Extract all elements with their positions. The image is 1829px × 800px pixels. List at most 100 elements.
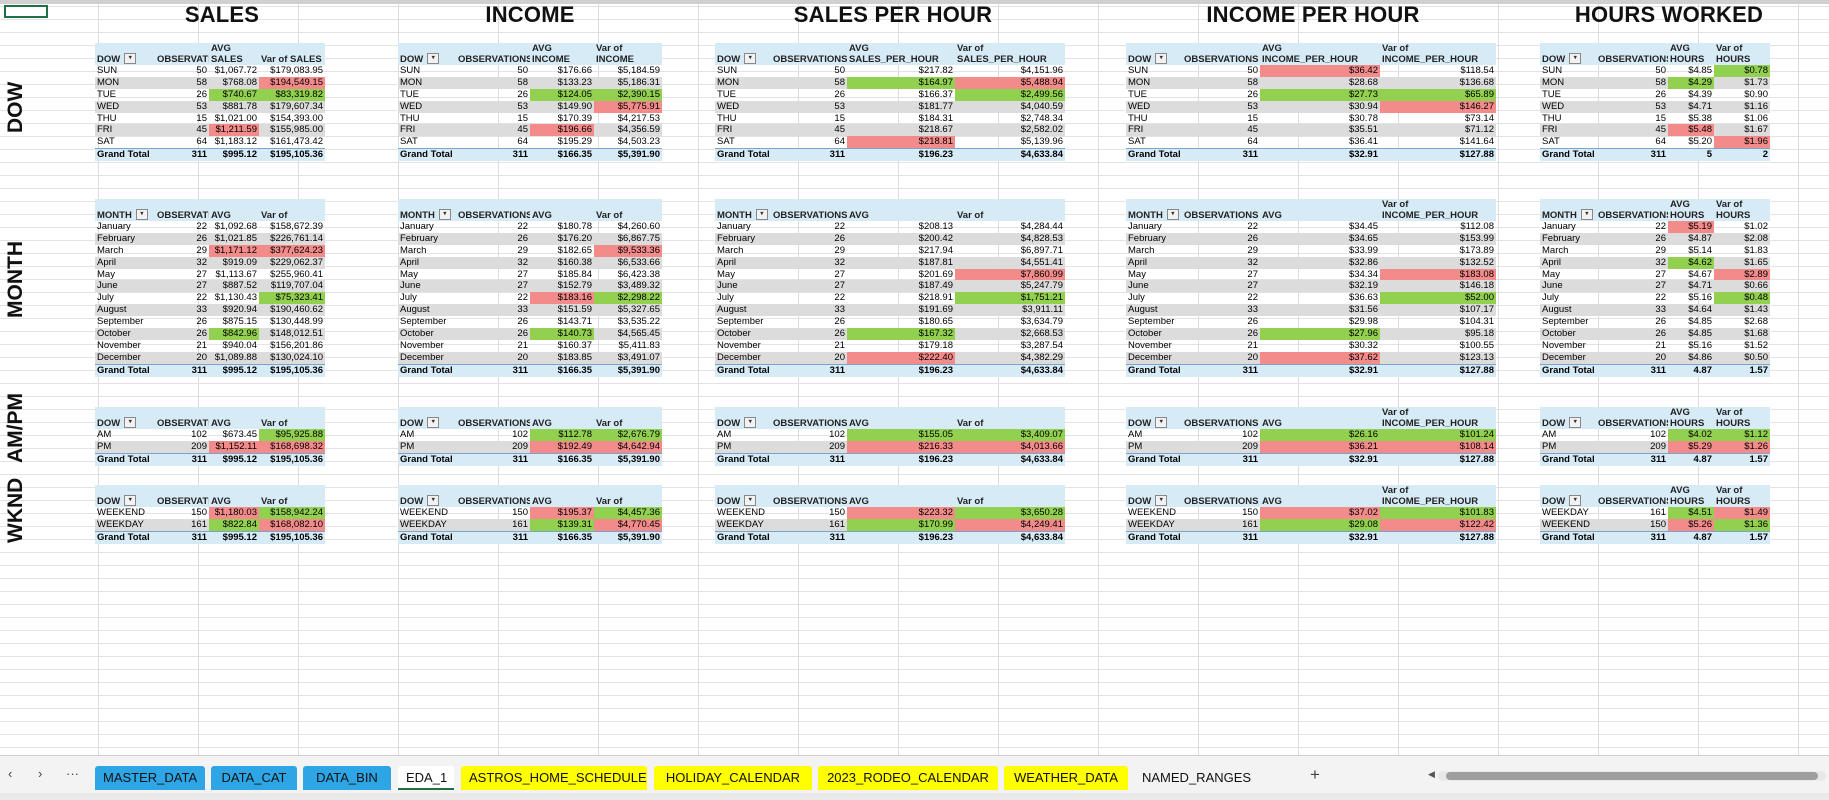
- pivot-header-cell[interactable]: DOW: [97, 54, 121, 65]
- pivot-cell[interactable]: August: [1128, 304, 1158, 316]
- grand-total-cell[interactable]: 311: [1242, 364, 1258, 376]
- pivot-cell[interactable]: $1.36: [1714, 518, 1770, 531]
- pivot-cell[interactable]: $1,171.12: [209, 244, 259, 257]
- pivot-cell[interactable]: December: [1128, 351, 1172, 363]
- pivot-header-cell[interactable]: MONTH: [97, 210, 132, 221]
- pivot-cell[interactable]: 53: [517, 100, 528, 112]
- pivot-cell[interactable]: September: [1128, 316, 1175, 328]
- pivot-cell[interactable]: $181.77: [918, 100, 953, 112]
- pivot-cell[interactable]: $148,012.51: [270, 328, 323, 340]
- pivot-cell[interactable]: 209: [1650, 440, 1666, 452]
- pivot-cell[interactable]: $0.48: [1714, 292, 1770, 305]
- pivot-cell[interactable]: $1.49: [1714, 507, 1770, 519]
- pivot-cell[interactable]: $1,130.43: [214, 292, 257, 304]
- sheet-tab[interactable]: 2023_RODEO_CALENDAR: [818, 766, 998, 790]
- pivot-cell[interactable]: 26: [1247, 328, 1258, 340]
- pivot-cell[interactable]: $101.24: [1380, 429, 1496, 441]
- pivot-cell[interactable]: $32.19: [1348, 280, 1378, 292]
- pivot-cell[interactable]: $36.63: [1348, 292, 1378, 304]
- pivot-cell[interactable]: $1.16: [1744, 100, 1768, 112]
- pivot-cell[interactable]: $4.71: [1688, 280, 1712, 292]
- pivot-field-filter[interactable]: DOW ▾: [398, 43, 456, 65]
- pivot-cell[interactable]: $1.65: [1744, 256, 1768, 268]
- pivot-cell[interactable]: $83,319.82: [259, 88, 325, 101]
- pivot-cell[interactable]: 50: [834, 65, 845, 76]
- pivot-field-filter[interactable]: MONTH ▾: [95, 199, 155, 221]
- pivot-cell[interactable]: $5,775.91: [594, 100, 662, 113]
- pivot-cell[interactable]: $0.78: [1714, 65, 1770, 77]
- pivot-cell[interactable]: PM: [400, 440, 415, 452]
- pivot-cell[interactable]: $27.73: [1260, 88, 1380, 101]
- filter-dropdown-icon[interactable]: ▾: [135, 209, 148, 220]
- pivot-cell[interactable]: $170.39: [557, 112, 592, 124]
- pivot-cell[interactable]: $9,533.36: [594, 244, 662, 257]
- pivot-cell[interactable]: 53: [196, 100, 207, 112]
- grand-total-cell[interactable]: 4.87: [1693, 364, 1713, 376]
- pivot-cell[interactable]: 26: [196, 328, 207, 340]
- pivot-cell[interactable]: $5.29: [1668, 440, 1714, 453]
- pivot-cell[interactable]: $187.49: [918, 280, 953, 292]
- pivot-cell[interactable]: 26: [196, 88, 207, 100]
- pivot-cell[interactable]: $164.97: [847, 76, 955, 89]
- grand-total-cell[interactable]: 311: [512, 364, 528, 376]
- pivot-cell[interactable]: $32.86: [1348, 256, 1378, 268]
- pivot-table[interactable]: DOW ▾ OBSERVATIONS AVG Var of AM 102 $112.78 $2,…: [398, 407, 662, 466]
- pivot-cell[interactable]: 209: [191, 440, 207, 452]
- filter-dropdown-icon[interactable]: ▾: [1580, 209, 1593, 220]
- pivot-cell[interactable]: June: [1542, 280, 1563, 292]
- pivot-cell[interactable]: WED: [400, 100, 423, 112]
- pivot-cell[interactable]: $4,642.94: [594, 440, 662, 453]
- pivot-cell[interactable]: $31.56: [1348, 304, 1378, 316]
- pivot-cell[interactable]: $4,284.44: [1020, 221, 1063, 232]
- pivot-cell[interactable]: $5.19: [1668, 221, 1714, 233]
- pivot-cell[interactable]: April: [400, 256, 420, 268]
- pivot-cell[interactable]: WEEKDAY: [97, 518, 144, 530]
- pivot-cell[interactable]: $4,457.36: [594, 507, 662, 519]
- pivot-cell[interactable]: May: [97, 268, 115, 280]
- pivot-cell[interactable]: $179.18: [918, 339, 953, 351]
- pivot-table[interactable]: MONTH ▾ OBSERVATIONS AVG Var of INCOME_PER_H…: [1126, 199, 1496, 377]
- pivot-cell[interactable]: $4.85: [1688, 328, 1712, 340]
- pivot-cell[interactable]: 32: [1247, 256, 1258, 268]
- grand-total-cell[interactable]: 1.57: [1749, 531, 1769, 543]
- pivot-cell[interactable]: August: [1542, 304, 1572, 316]
- pivot-cell[interactable]: 26: [834, 316, 845, 328]
- pivot-cell[interactable]: 27: [834, 280, 845, 292]
- pivot-cell[interactable]: SUN: [1128, 65, 1149, 76]
- pivot-cell[interactable]: 161: [512, 518, 528, 530]
- pivot-cell[interactable]: 29: [1247, 244, 1258, 256]
- pivot-cell[interactable]: $2.68: [1744, 316, 1768, 328]
- pivot-cell[interactable]: January: [1128, 221, 1162, 232]
- pivot-cell[interactable]: $4.87: [1688, 232, 1712, 244]
- grand-total-cell[interactable]: Grand Total: [1542, 149, 1595, 161]
- pivot-cell[interactable]: THU: [97, 112, 117, 124]
- pivot-cell[interactable]: $73.14: [1464, 112, 1494, 124]
- pivot-cell[interactable]: $123.13: [1459, 351, 1494, 363]
- filter-dropdown-icon[interactable]: ▾: [1569, 417, 1582, 428]
- pivot-cell[interactable]: $95,925.88: [259, 429, 325, 441]
- pivot-cell[interactable]: $160.38: [557, 256, 592, 268]
- pivot-cell[interactable]: $28.68: [1348, 76, 1378, 88]
- pivot-cell[interactable]: 102: [191, 429, 207, 440]
- pivot-cell[interactable]: 58: [1655, 76, 1666, 88]
- pivot-cell[interactable]: October: [1128, 328, 1162, 340]
- pivot-cell[interactable]: 50: [196, 65, 207, 76]
- pivot-cell[interactable]: $229,062.37: [270, 256, 323, 268]
- pivot-cell[interactable]: MON: [97, 76, 120, 88]
- grand-total-cell[interactable]: $166.35: [557, 453, 592, 465]
- sheet-tab[interactable]: DATA_CAT: [211, 766, 297, 790]
- pivot-table[interactable]: MONTH ▾ OBSERVATIONS AVG HOURS Var of HOURS J…: [1540, 199, 1770, 377]
- pivot-header-cell[interactable]: DOW: [1128, 418, 1152, 429]
- pivot-cell[interactable]: $6,423.38: [617, 268, 660, 280]
- pivot-cell[interactable]: April: [1128, 256, 1148, 268]
- pivot-cell[interactable]: 64: [1655, 136, 1666, 148]
- pivot-cell[interactable]: $673.45: [222, 429, 257, 440]
- grand-total-cell[interactable]: $995.12: [222, 453, 257, 465]
- pivot-cell[interactable]: January: [717, 221, 751, 232]
- pivot-cell[interactable]: 20: [517, 351, 528, 363]
- grand-total-cell[interactable]: $4,633.84: [1020, 149, 1063, 161]
- pivot-cell[interactable]: $4,249.41: [955, 518, 1065, 531]
- grand-total-cell[interactable]: $127.88: [1459, 453, 1494, 465]
- pivot-cell[interactable]: May: [1128, 268, 1146, 280]
- pivot-cell[interactable]: June: [717, 280, 738, 292]
